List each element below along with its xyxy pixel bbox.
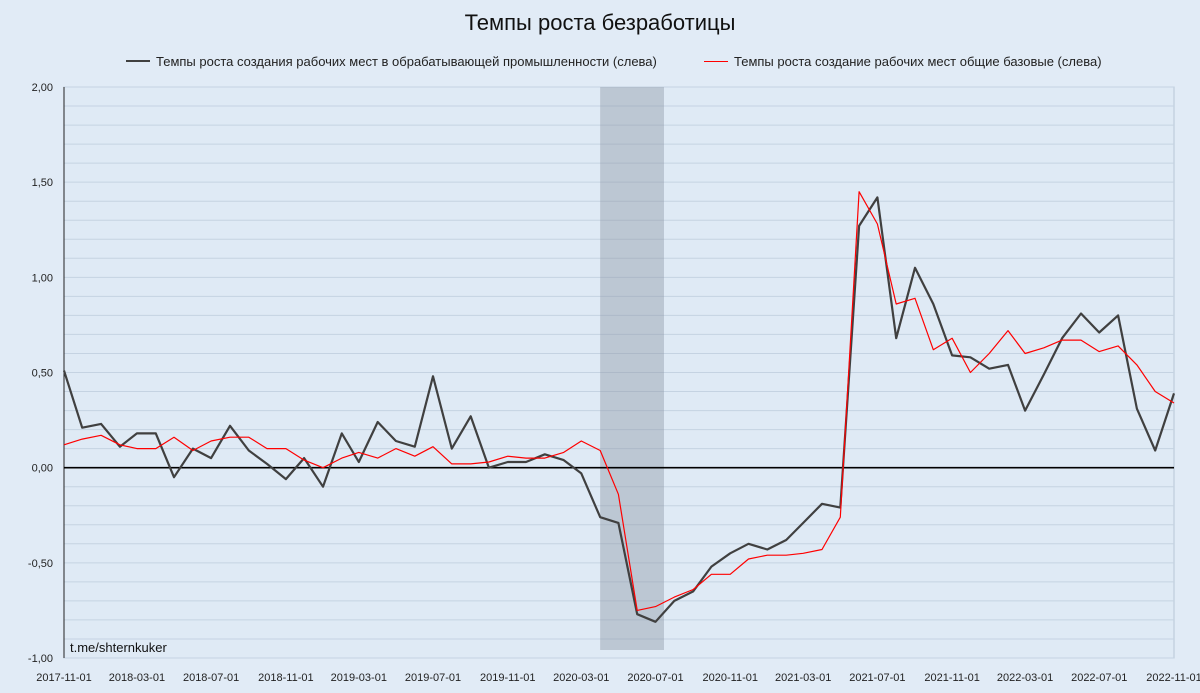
legend-label-total: Темпы роста создание рабочих мест общие … [734,53,1102,69]
y-tick-label: 1,00 [32,272,53,284]
x-tick-label: 2018-11-01 [258,672,313,684]
x-tick-label: 2018-07-01 [183,672,239,684]
series-lines [62,191,1176,623]
x-tick-label: 2020-07-01 [627,672,683,684]
series-line-total [63,191,1175,612]
legend-item-manufacturing: Темпы роста создания рабочих мест в обра… [126,52,657,70]
shaded-period [600,87,664,650]
x-tick-label: 2022-11-01 [1146,672,1200,684]
legend-label-manufacturing: Темпы роста создания рабочих мест в обра… [156,53,657,69]
x-tick-label: 2019-07-01 [405,672,461,684]
y-tick-label: 0,50 [32,368,53,380]
chart-title: Темпы роста безработицы [464,10,736,35]
x-tick-label: 2020-11-01 [703,672,758,684]
x-tick-label: 2019-11-01 [480,672,535,684]
x-tick-label: 2017-11-01 [36,672,91,684]
x-tick-label: 2021-11-01 [924,672,979,684]
x-tick-label: 2020-03-01 [553,672,609,684]
x-tick-label: 2019-03-01 [331,672,387,684]
x-tick-label: 2022-03-01 [997,672,1053,684]
watermark-text: t.me/shternkuker [70,640,167,655]
legend-item-total: Темпы роста создание рабочих мест общие … [704,52,1102,70]
x-tick-label: 2021-07-01 [849,672,905,684]
axes: -1,00 -0,50 0,00 0,50 1,00 1,50 2,00 2017-11-01… [28,82,1200,684]
y-tick-label: -1,00 [28,653,53,665]
x-tick-label: 2018-03-01 [109,672,165,684]
y-tick-label: -0,50 [28,558,53,570]
legend-swatch-manufacturing [126,60,150,62]
y-tick-label: 1,50 [32,177,53,189]
legend-swatch-total [704,60,728,62]
x-tick-label: 2021-03-01 [775,672,831,684]
gridlines [64,86,1174,659]
y-tick-label: 0,00 [32,463,53,475]
y-tick-label: 2,00 [32,82,53,94]
series-line-manufacturing [62,196,1176,623]
x-tick-label: 2022-07-01 [1071,672,1127,684]
